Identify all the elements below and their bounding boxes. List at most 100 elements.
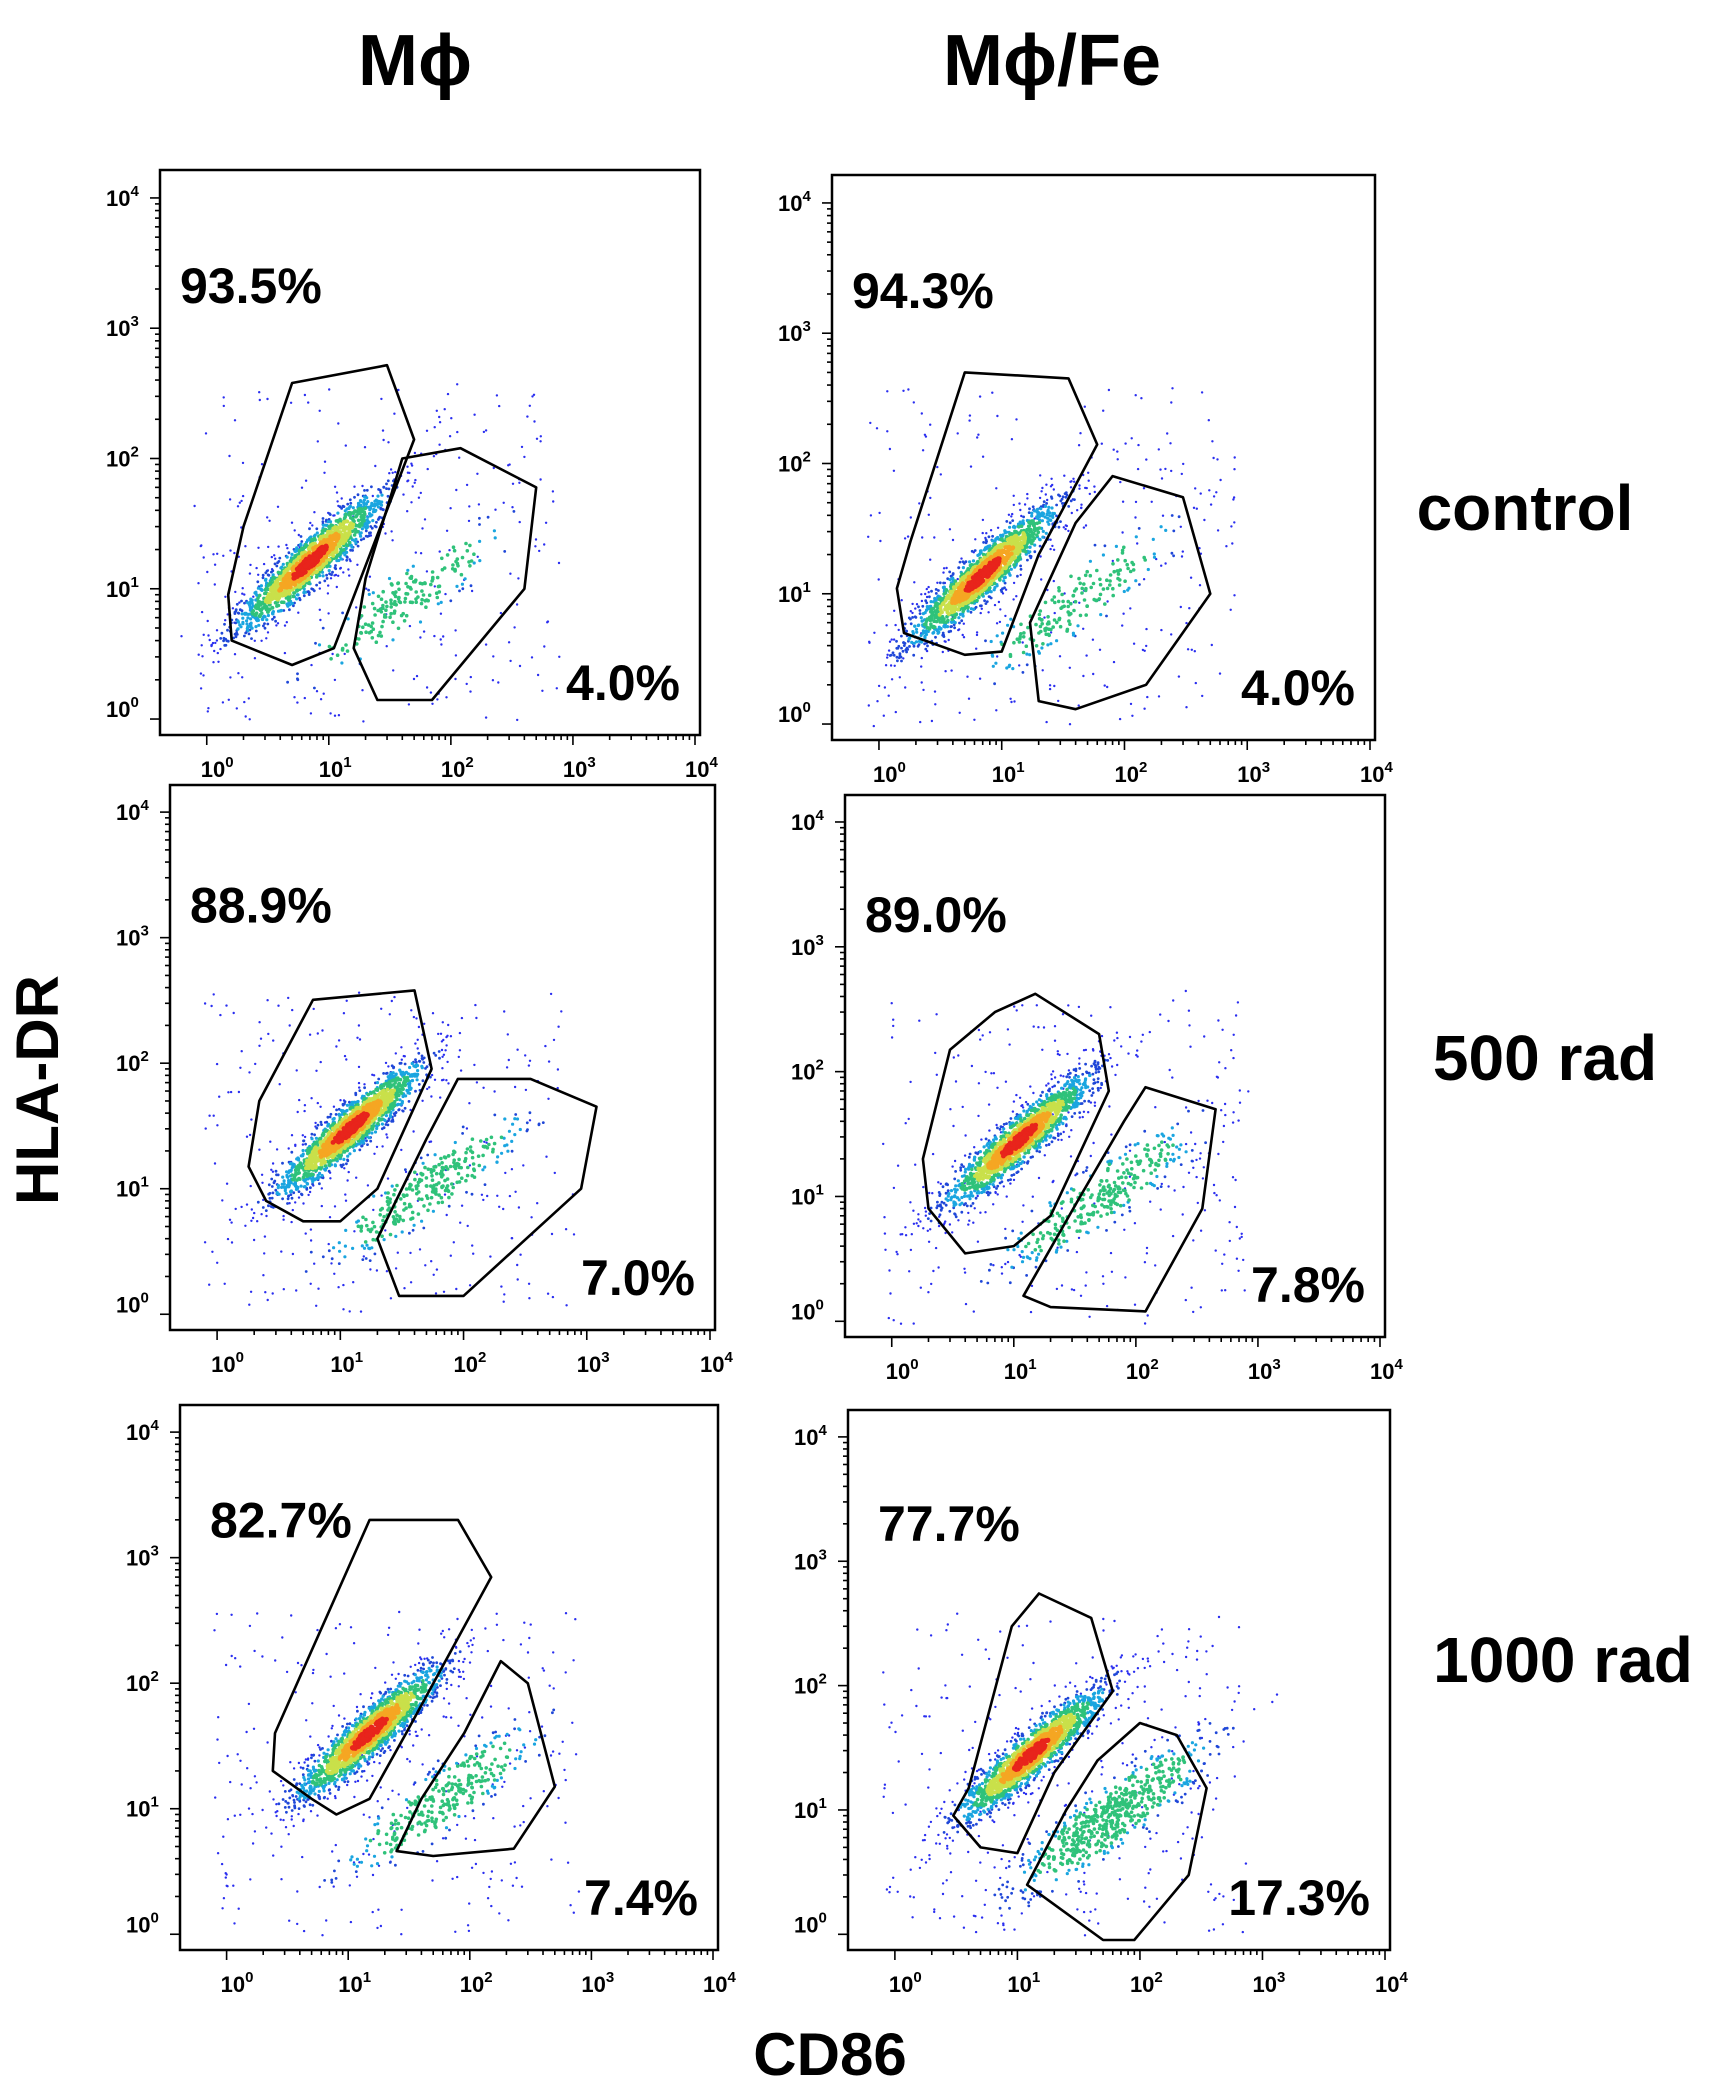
event-dot — [347, 506, 351, 511]
event-dot — [547, 1060, 551, 1063]
event-dot — [506, 1033, 509, 1036]
event-dot — [911, 602, 914, 606]
event-dot — [962, 622, 965, 625]
event-dot — [369, 504, 373, 508]
event-dot — [392, 669, 395, 672]
event-dot — [1185, 621, 1188, 625]
event-dot — [1116, 558, 1120, 562]
y-tick-label: 103 — [778, 318, 811, 346]
event-dot — [384, 600, 388, 604]
event-dot — [1160, 477, 1164, 480]
event-dot — [410, 464, 414, 467]
event-dot — [260, 1213, 263, 1216]
event-dot — [1021, 650, 1026, 655]
event-dot — [533, 420, 536, 423]
event-dot — [253, 639, 256, 642]
event-dot — [528, 1297, 531, 1300]
event-dot — [1006, 623, 1010, 627]
event-dot — [254, 629, 258, 633]
event-dot — [1232, 496, 1236, 499]
event-dot — [1082, 627, 1085, 630]
event-dot — [994, 661, 998, 665]
event-dot — [351, 511, 356, 516]
event-dot — [1164, 528, 1168, 533]
event-dot — [424, 1264, 427, 1267]
event-dot — [365, 496, 369, 500]
event-dot — [560, 1010, 563, 1013]
event-dot — [420, 597, 424, 602]
event-dot — [1009, 697, 1012, 700]
event-dot — [369, 624, 374, 629]
event-dot — [404, 613, 409, 618]
event-dot — [414, 1042, 417, 1045]
event-dot — [207, 634, 210, 637]
event-dot — [301, 1134, 304, 1137]
event-dot — [365, 1243, 369, 1247]
event-dot — [252, 595, 255, 598]
event-dot — [221, 1199, 224, 1202]
event-dot — [496, 1194, 499, 1198]
event-dot — [1026, 558, 1029, 562]
event-dot — [361, 484, 364, 488]
event-dot — [465, 1190, 468, 1194]
event-dot — [422, 1226, 426, 1230]
event-dot — [475, 1081, 479, 1084]
event-dot — [215, 639, 219, 642]
event-dot — [445, 553, 450, 557]
event-dot — [257, 623, 261, 627]
gate-upper-percent: 93.5% — [180, 258, 322, 314]
event-dot — [282, 609, 286, 612]
event-dot — [1009, 567, 1013, 571]
event-dot — [255, 566, 258, 570]
event-dot — [1105, 578, 1109, 582]
event-dot — [225, 1182, 229, 1185]
event-dot — [1041, 514, 1045, 518]
event-dot — [873, 631, 876, 634]
event-dot — [903, 642, 907, 645]
event-dot — [1085, 654, 1088, 657]
event-dot — [436, 698, 439, 701]
event-dot — [1078, 487, 1081, 490]
event-dot — [1122, 612, 1125, 615]
event-dot — [977, 433, 980, 436]
tick-base: 10 — [106, 186, 130, 211]
event-dot — [1059, 520, 1062, 523]
event-dot — [454, 677, 457, 681]
event-dot — [433, 585, 436, 588]
event-dot — [364, 529, 368, 533]
event-dot — [934, 635, 937, 639]
event-dot — [317, 643, 322, 647]
event-dot — [1043, 504, 1048, 508]
event-dot — [993, 586, 997, 590]
event-dot — [957, 566, 961, 570]
event-dot — [950, 669, 953, 672]
event-dot — [419, 552, 423, 555]
event-dot — [883, 686, 887, 689]
event-dot — [318, 1182, 321, 1186]
event-dot — [441, 1055, 444, 1059]
event-dot — [927, 585, 930, 589]
event-dot — [511, 506, 514, 509]
event-dot — [999, 608, 1002, 611]
event-dot — [224, 619, 227, 622]
event-dot — [248, 572, 252, 575]
x-tick-label: 104 — [1360, 759, 1393, 787]
event-dot — [528, 404, 531, 407]
event-dot — [228, 454, 231, 458]
event-dot — [968, 414, 972, 417]
event-dot — [433, 1078, 437, 1082]
event-dot — [309, 535, 313, 539]
event-dot — [309, 1186, 312, 1190]
event-dot — [1195, 507, 1199, 510]
event-dot — [1073, 480, 1076, 483]
event-dot — [290, 1196, 294, 1200]
event-dot — [302, 1139, 306, 1143]
event-dot — [258, 391, 261, 394]
event-dot — [337, 1262, 341, 1265]
x-tick-label: 104 — [685, 754, 718, 782]
event-dot — [1052, 618, 1057, 622]
event-dot — [1026, 497, 1029, 500]
event-dot — [528, 1119, 532, 1122]
event-dot — [1177, 675, 1181, 678]
